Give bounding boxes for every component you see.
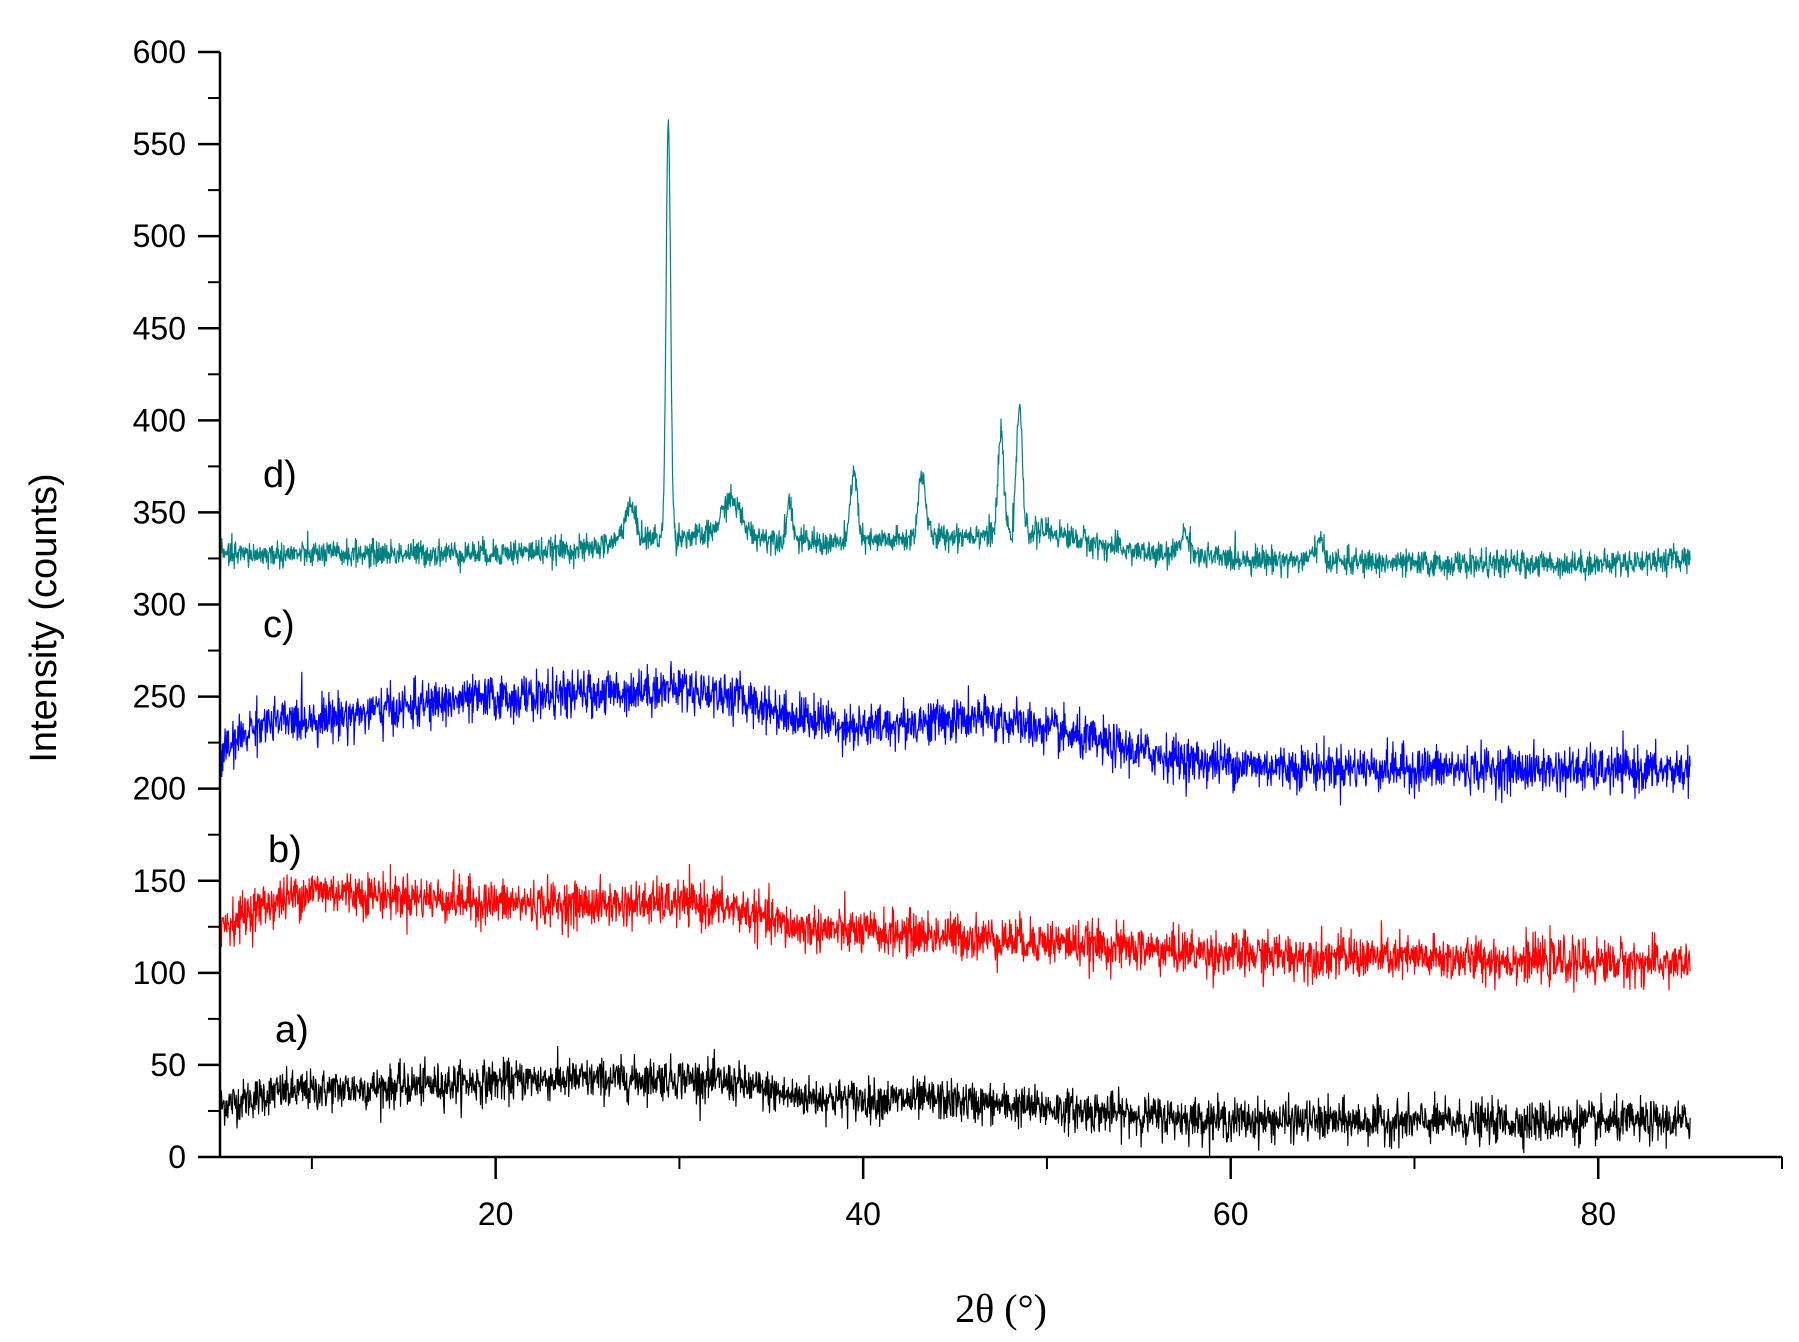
series-layer: [219, 119, 1691, 1158]
x-tick-label: 60: [1213, 1196, 1249, 1232]
y-axis-title: Intensity (counts): [23, 473, 65, 762]
y-tick-label: 450: [133, 310, 186, 346]
series-label-a: a): [275, 1009, 309, 1051]
series-line-d: [219, 119, 1691, 582]
series-line-a: [219, 1045, 1691, 1158]
y-tick-label: 600: [133, 34, 186, 70]
x-tick-label: 20: [478, 1196, 514, 1232]
y-tick-label: 150: [133, 863, 186, 899]
x-tick-label: 80: [1580, 1196, 1616, 1232]
x-axis-title: 2θ (°): [955, 1286, 1047, 1331]
y-tick-label: 0: [168, 1139, 186, 1175]
y-tick-label: 300: [133, 587, 186, 623]
x-tick-label: 40: [845, 1196, 881, 1232]
series-label-b: b): [268, 829, 302, 871]
y-tick-label: 500: [133, 218, 186, 254]
axes-layer: [218, 52, 1782, 1159]
y-tick-label: 50: [150, 1047, 186, 1083]
y-tick-label: 200: [133, 771, 186, 807]
y-tick-label: 100: [133, 955, 186, 991]
series-label-d: d): [263, 454, 297, 496]
y-tick-label: 400: [133, 402, 186, 438]
series-label-c: c): [263, 604, 295, 646]
y-tick-label: 350: [133, 494, 186, 530]
series-line-c: [219, 661, 1691, 806]
ticks-layer: 0 50 100 150 200 250 300 350 400 450 500 550 600 20 40…: [133, 34, 1783, 1232]
series-line-b: [219, 863, 1691, 993]
y-tick-label: 250: [133, 679, 186, 715]
y-tick-label: 550: [133, 126, 186, 162]
series-labels: a) b) c) d): [263, 454, 309, 1051]
